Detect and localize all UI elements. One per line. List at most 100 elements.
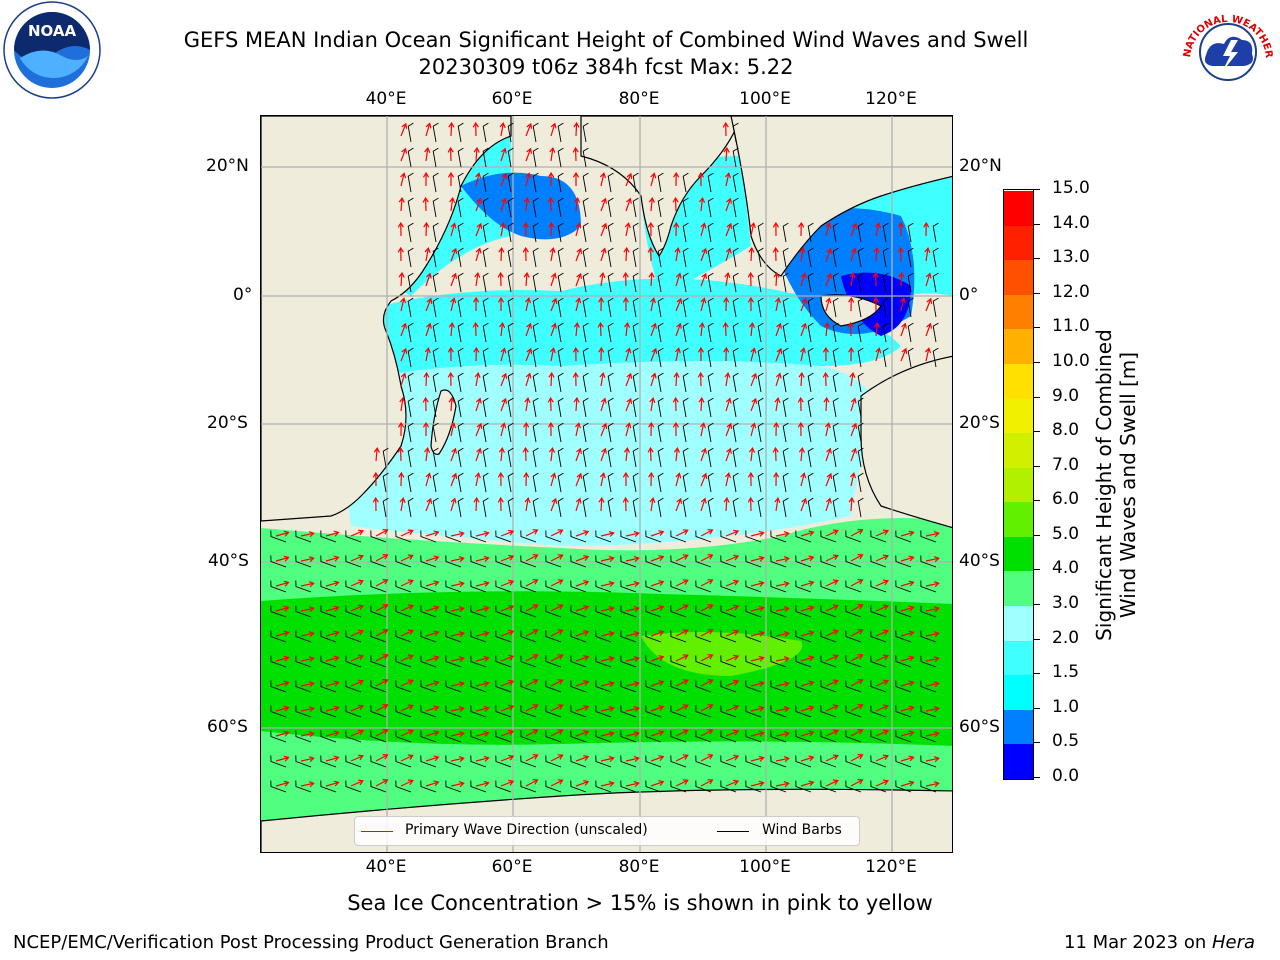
wave-direction-arrowhead [850,397,857,404]
wave-direction-arrow [800,448,803,462]
wind-barb [445,630,462,643]
wave-direction-arrow [575,681,589,687]
wave-direction-arrow [500,398,507,412]
wave-direction-arrowhead [723,496,730,503]
wind-barb [720,580,737,593]
wind-barb [657,422,664,443]
wind-barb [345,530,362,543]
colorbar-tick-label: 11.0 [1052,316,1090,337]
wind-barb [557,497,564,518]
wave-direction-arrow [400,729,414,737]
colorbar-tick-mark [1034,465,1040,467]
wave-direction-arrowhead [758,580,765,587]
wind-barb [845,530,862,543]
wind-barb [857,422,864,443]
wave-direction-arrowhead [774,297,781,304]
wave-direction-arrow [775,782,789,787]
wave-direction-arrowhead [458,656,465,663]
wave-direction-arrowhead [508,654,515,661]
wave-direction-arrowhead [397,421,405,428]
wind-barb [345,555,362,568]
wind-barb [432,172,439,193]
wave-direction-arrow [750,223,755,237]
wave-direction-arrow [425,473,431,487]
wave-direction-arrow [775,323,781,337]
wave-direction-arrowhead [583,755,590,761]
wave-direction-arrow [625,582,639,587]
wave-direction-arrowhead [674,347,681,354]
wind-barb [595,705,612,718]
wave-direction-arrowhead [382,654,389,660]
wave-direction-arrow [800,348,805,362]
wave-direction-arrowhead [550,272,557,279]
wave-direction-arrowhead [933,706,940,713]
wind-barb [732,422,739,443]
wave-direction-arrow [800,631,814,637]
wave-direction-arrow [275,781,289,787]
wave-direction-arrow [500,730,514,737]
wave-direction-arrowhead [472,321,479,328]
wind-barb [432,422,439,443]
wave-direction-arrow [775,348,782,362]
colorbar-tick-label: 12.0 [1052,281,1090,302]
wave-direction-arrowhead [733,629,740,636]
colorbar-segment [1004,328,1033,364]
wind-barb [482,347,489,368]
wind-barb [395,655,412,668]
wave-direction-arrow [725,530,739,537]
wave-direction-arrow [600,757,614,762]
wind-barb [420,655,437,668]
wind-barb [432,447,439,468]
wind-barb [295,705,312,718]
wave-direction-arrow [825,423,830,437]
wave-direction-arrow [450,122,453,137]
wave-direction-arrow [700,298,705,312]
wind-barb [632,172,639,193]
wave-direction-arrow [775,557,789,562]
wave-direction-arrowhead [333,705,340,712]
wave-direction-arrowhead [622,296,630,303]
wind-barb [432,147,439,168]
wind-barb [920,555,937,568]
wave-direction-arrow [725,605,739,612]
wave-direction-arrowhead [308,731,315,738]
wave-direction-arrow [550,629,563,637]
wave-direction-arrowhead [633,730,640,738]
wind-barb [545,530,562,543]
colorbar-segment [1004,190,1033,226]
wind-barb [695,630,712,643]
wave-direction-arrow [800,372,803,387]
wave-direction-arrowhead [497,471,505,478]
colorbar-tick-mark [1034,361,1040,363]
wave-direction-arrow [575,397,578,412]
wind-barb [582,347,589,368]
wave-direction-arrowhead [700,297,707,304]
wave-direction-arrowhead [576,472,583,479]
wave-direction-arrowhead [682,729,689,735]
wave-direction-arrow [575,248,582,262]
wave-direction-arrowhead [758,630,765,637]
wave-direction-arrowhead [382,679,389,685]
wind-barb [532,422,539,443]
wave-direction-arrow [850,654,863,662]
wave-direction-arrow [325,606,339,612]
wave-direction-arrow [525,729,538,737]
wave-direction-arrowhead [625,422,632,429]
colorbar-segment [1004,674,1033,710]
wave-direction-arrowhead [599,372,606,379]
wave-direction-arrow [550,348,555,362]
wave-direction-arrowhead [848,296,855,303]
wind-barb [932,222,939,243]
wave-direction-arrow [450,657,464,662]
colorbar-tick-label: 0.0 [1052,766,1080,786]
wave-direction-arrowhead [933,756,940,763]
wave-direction-arrowhead [333,555,340,562]
wave-direction-arrow [450,448,457,462]
wave-direction-arrowhead [583,605,590,611]
wave-direction-arrow [800,781,814,787]
wave-direction-arrow [875,780,889,787]
wave-direction-arrow [475,582,489,587]
colorbar-tick-mark [1034,500,1040,502]
wind-barb [932,347,939,368]
wave-direction-arrowhead [576,272,583,279]
